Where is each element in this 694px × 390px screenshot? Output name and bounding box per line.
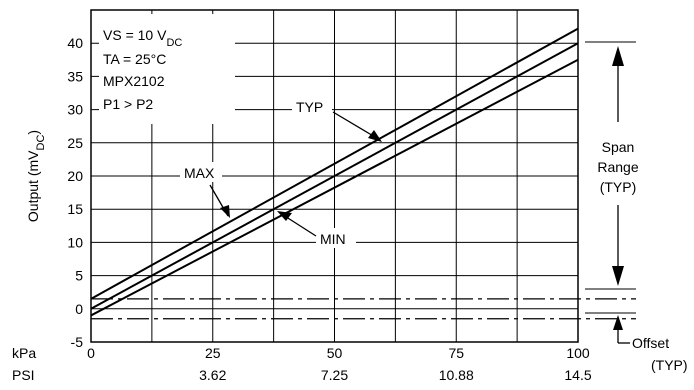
series-label-max: MAX [184, 165, 215, 181]
series-label-typ: TYP [296, 99, 323, 115]
x-tick-label-kpa: 0 [87, 345, 95, 361]
offset-arrow-up-icon [613, 315, 623, 330]
series-lines [90, 27, 579, 317]
condition-part: MPX2102 [103, 73, 165, 89]
condition-pressure: P1 > P2 [103, 96, 153, 112]
series-line-max [90, 27, 579, 300]
y-tick-label: 40 [67, 35, 83, 51]
typ-arrow-icon [368, 130, 382, 142]
condition-ta: TA = 25°C [103, 51, 166, 67]
offset-label-line1: Offset [632, 335, 669, 351]
y-axis-label-close: ) [25, 130, 41, 135]
series-label-min: MIN [320, 231, 346, 247]
span-arrow-down-icon [612, 266, 624, 286]
x-unit-kpa: kPa [12, 345, 36, 361]
y-axis-label-main: Output (mV [25, 150, 41, 222]
x-tick-label-psi: 14.5 [564, 367, 591, 383]
min-arrow-icon [277, 211, 292, 221]
x-tick-label-kpa: 25 [205, 345, 221, 361]
y-tick-label: 10 [67, 234, 83, 250]
label-min-bg [316, 228, 356, 248]
conditions-box [99, 14, 235, 124]
y-tick-label: 25 [67, 135, 83, 151]
y-tick-label: 15 [67, 201, 83, 217]
span-label-line1: Span [602, 139, 635, 155]
series-line-min [90, 58, 579, 317]
y-axis-label: Output (mVDC) [25, 130, 47, 222]
span-label-line2: Range [597, 159, 638, 175]
label-max-bg [180, 162, 222, 182]
x-tick-label-kpa: 50 [327, 345, 343, 361]
y-tick-label: 30 [67, 102, 83, 118]
x-tick-label-kpa: 75 [448, 345, 464, 361]
span-label-line3: (TYP) [600, 179, 637, 195]
y-tick-label: 35 [67, 68, 83, 84]
y-tick-label: 20 [67, 168, 83, 184]
x-tick-label-kpa: 100 [566, 345, 590, 361]
span-arrow-up-icon [612, 46, 624, 66]
y-tick-labels: -5 0 5 10 15 20 25 30 35 40 [67, 35, 83, 350]
y-tick-label: 5 [75, 268, 83, 284]
x-tick-label-psi: 7.25 [321, 367, 348, 383]
condition-vs-sub: DC [166, 37, 182, 49]
label-typ-bg [292, 96, 332, 116]
offset-band [91, 298, 636, 320]
x-tick-label-psi: 3.62 [199, 367, 226, 383]
offset-label-line2: (TYP) [651, 357, 688, 373]
y-tick-label: 0 [75, 301, 83, 317]
x-unit-psi: PSI [12, 367, 35, 383]
x-tick-labels: 0 25 3.62 50 7.25 75 10.88 100 14.5 [87, 345, 592, 383]
max-arrow-icon [220, 205, 230, 218]
y-axis-label-sub: DC [35, 135, 47, 151]
condition-vs-text: VS = 10 V [103, 27, 167, 43]
series-line-typ [90, 42, 579, 310]
x-tick-label-psi: 10.88 [439, 367, 474, 383]
condition-vs: VS = 10 VDC [103, 27, 182, 49]
y-tick-label: -5 [71, 334, 84, 350]
